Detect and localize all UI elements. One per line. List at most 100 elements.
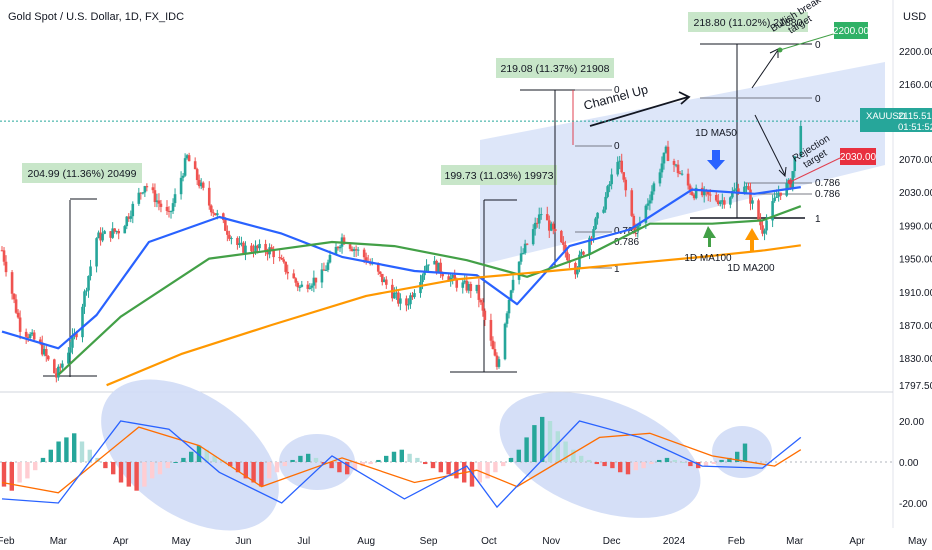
candle-body — [55, 373, 58, 378]
macd-bar — [477, 462, 482, 483]
candle-body — [747, 186, 750, 190]
time-tick-label: Nov — [542, 536, 560, 547]
macd-highlight-4 — [712, 426, 772, 478]
candle-body — [537, 214, 541, 224]
candle-body — [53, 359, 56, 374]
candle-body — [238, 243, 241, 245]
ma100-label: 1D MA100 — [684, 253, 732, 264]
fib-1-left: 1 — [614, 264, 620, 275]
candle-body — [44, 348, 48, 357]
candle-body — [751, 200, 754, 204]
candle-body — [181, 175, 185, 178]
price-series[interactable] — [0, 120, 803, 383]
macd-bar — [586, 459, 592, 462]
candle-body — [666, 146, 670, 161]
candle-body — [435, 260, 438, 273]
macd-bar — [727, 457, 732, 462]
candle-body — [0, 250, 4, 252]
candle-body — [59, 366, 62, 368]
macd-bar — [243, 462, 248, 479]
candle-body — [545, 214, 549, 221]
candle-body — [272, 248, 275, 258]
macd-bar — [547, 421, 553, 462]
candle-body — [187, 155, 191, 162]
candle-body — [362, 249, 366, 258]
time-tick-label: Oct — [481, 536, 497, 547]
macd-bar — [196, 445, 202, 462]
candle-body — [773, 197, 776, 202]
macd-axis: 20.00 0.00 -20.00 — [899, 417, 928, 510]
candle-body — [405, 298, 408, 306]
candle-body — [85, 290, 88, 292]
candle-body — [75, 333, 78, 338]
macd-bar — [508, 457, 514, 462]
candle-body — [378, 271, 382, 274]
candle-body — [497, 359, 501, 367]
candle-body — [523, 243, 527, 253]
price-tick-label: 2070.00 — [899, 155, 932, 166]
macd-bar — [610, 462, 615, 469]
macd-bar — [446, 462, 451, 475]
candle-body — [308, 287, 312, 289]
candle-body — [602, 209, 605, 213]
macd-bar — [313, 457, 319, 462]
candle-body — [475, 284, 479, 292]
candle-body — [644, 205, 648, 223]
candle-body — [310, 285, 314, 288]
candle-body — [692, 194, 696, 199]
candle-body — [749, 189, 752, 204]
candle-body — [562, 242, 565, 245]
candle-body — [592, 229, 595, 238]
candle-body — [419, 282, 422, 294]
candle-body — [183, 158, 187, 176]
candle-body — [338, 246, 342, 249]
macd-bar — [134, 462, 139, 491]
candle-body — [539, 214, 543, 216]
candle-body — [298, 286, 302, 288]
1d-ma200-line — [106, 244, 801, 387]
candle-body — [42, 348, 46, 355]
candle-body — [439, 262, 442, 274]
candle-body — [61, 363, 64, 368]
macd-bar — [672, 459, 677, 462]
target-high-value: 2200.00 — [833, 26, 870, 37]
price-value: 2115.51 — [898, 111, 932, 122]
candle-body — [630, 190, 634, 216]
candle-body — [113, 228, 116, 232]
symbol-label: XAUUSD — [866, 111, 906, 122]
fib-0-mid: 0 — [614, 141, 620, 152]
macd-bar — [376, 459, 381, 462]
candle-body — [729, 197, 732, 205]
measure-label-3: 219.08 (11.37%) 21908 — [501, 63, 610, 75]
candle-body — [775, 196, 778, 198]
candle-body — [296, 282, 300, 288]
time-tick-label: Mar — [50, 536, 68, 547]
macd-bar — [493, 462, 498, 473]
macd-bar — [399, 449, 404, 462]
macd-bar — [150, 462, 155, 479]
candle-body — [421, 275, 424, 283]
candle-body — [560, 230, 563, 243]
candle-body — [658, 172, 662, 184]
time-tick-label: May — [908, 536, 927, 547]
time-axis[interactable]: Feb Mar Apr May Jun Jul Aug Sep Oct Nov Dec 2024 Feb… — [0, 536, 927, 547]
macd-bar — [680, 462, 685, 463]
fib-0-right: 0 — [815, 94, 821, 105]
candle-body — [549, 223, 553, 231]
candle-body — [765, 220, 768, 231]
candle-body — [171, 203, 175, 212]
time-tick-label: Sep — [420, 536, 438, 547]
candle-body — [326, 262, 330, 270]
macd-tick-label: 0.00 — [899, 458, 919, 469]
moving-averages — [1, 186, 802, 387]
candle-body — [306, 284, 310, 289]
candle-body — [777, 192, 780, 197]
candle-body — [694, 187, 698, 199]
candle-body — [759, 219, 762, 226]
candle-body — [690, 192, 694, 195]
candle-body — [716, 200, 720, 204]
candle-body — [495, 355, 499, 367]
candle-body — [242, 242, 245, 253]
candle-body — [455, 279, 459, 288]
